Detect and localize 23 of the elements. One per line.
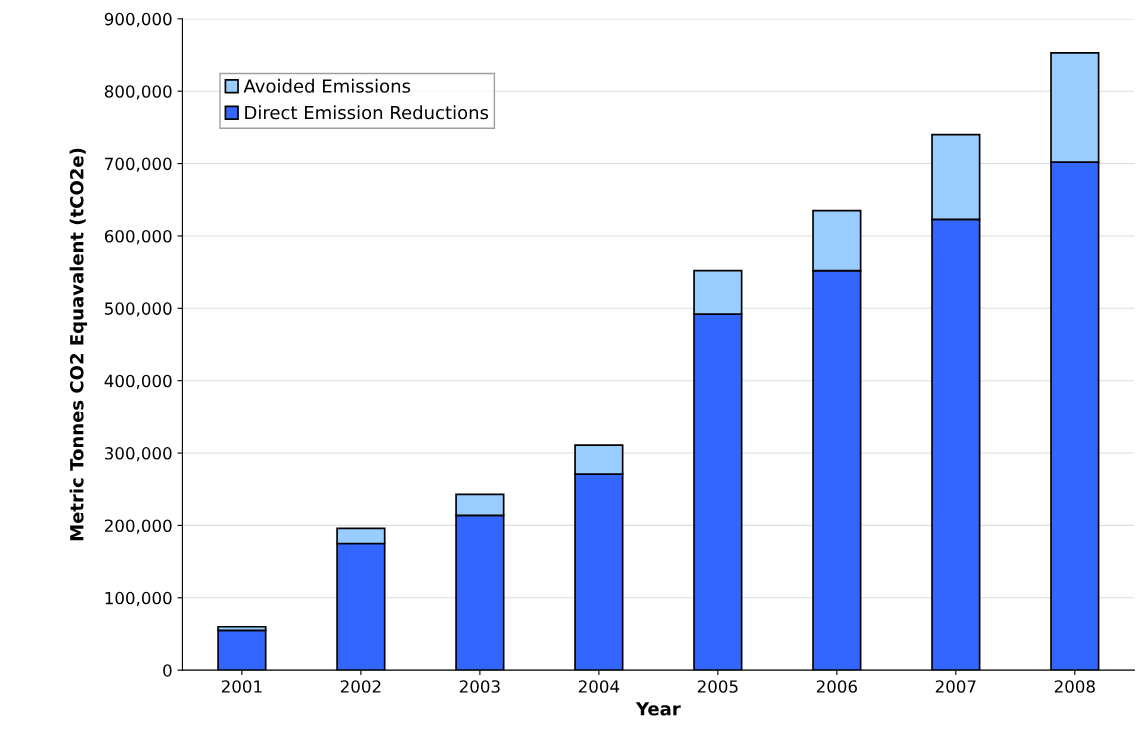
x-tick-label: 2006	[816, 680, 857, 693]
legend-label: Avoided Emissions	[243, 78, 411, 93]
x-tick-label: 2002	[340, 680, 381, 693]
y-tick-label: 100,000	[105, 591, 172, 607]
y-tick-label: 500,000	[105, 302, 172, 317]
y-tick-label: 200,000	[104, 519, 172, 534]
x-tick-label: 2007	[935, 680, 976, 693]
y-tick-label: 800,000	[104, 85, 172, 100]
x-tick-label: 2008	[1054, 680, 1095, 693]
x-tick-label: 2004	[578, 680, 620, 693]
bar	[217, 629, 267, 671]
y-axis-title: Metric Tonnes CO2 Equavalent (tCO2e)	[69, 148, 88, 541]
x-axis-title: Year	[635, 702, 681, 716]
y-tick-label: 0	[163, 664, 172, 677]
y-tick-label: 600,000	[104, 229, 172, 245]
y-tick-label: 900,000	[104, 12, 172, 28]
x-tick-label: 2005	[697, 680, 738, 693]
y-tick-label: 300,000	[105, 447, 172, 462]
y-tick-label: 400,000	[104, 374, 172, 389]
x-tick-label: 2001	[221, 680, 262, 693]
legend-label: Direct Emission Reductions	[245, 105, 489, 120]
y-tick-label: 700,000	[105, 157, 172, 172]
x-tick-label: 2003	[459, 680, 500, 693]
